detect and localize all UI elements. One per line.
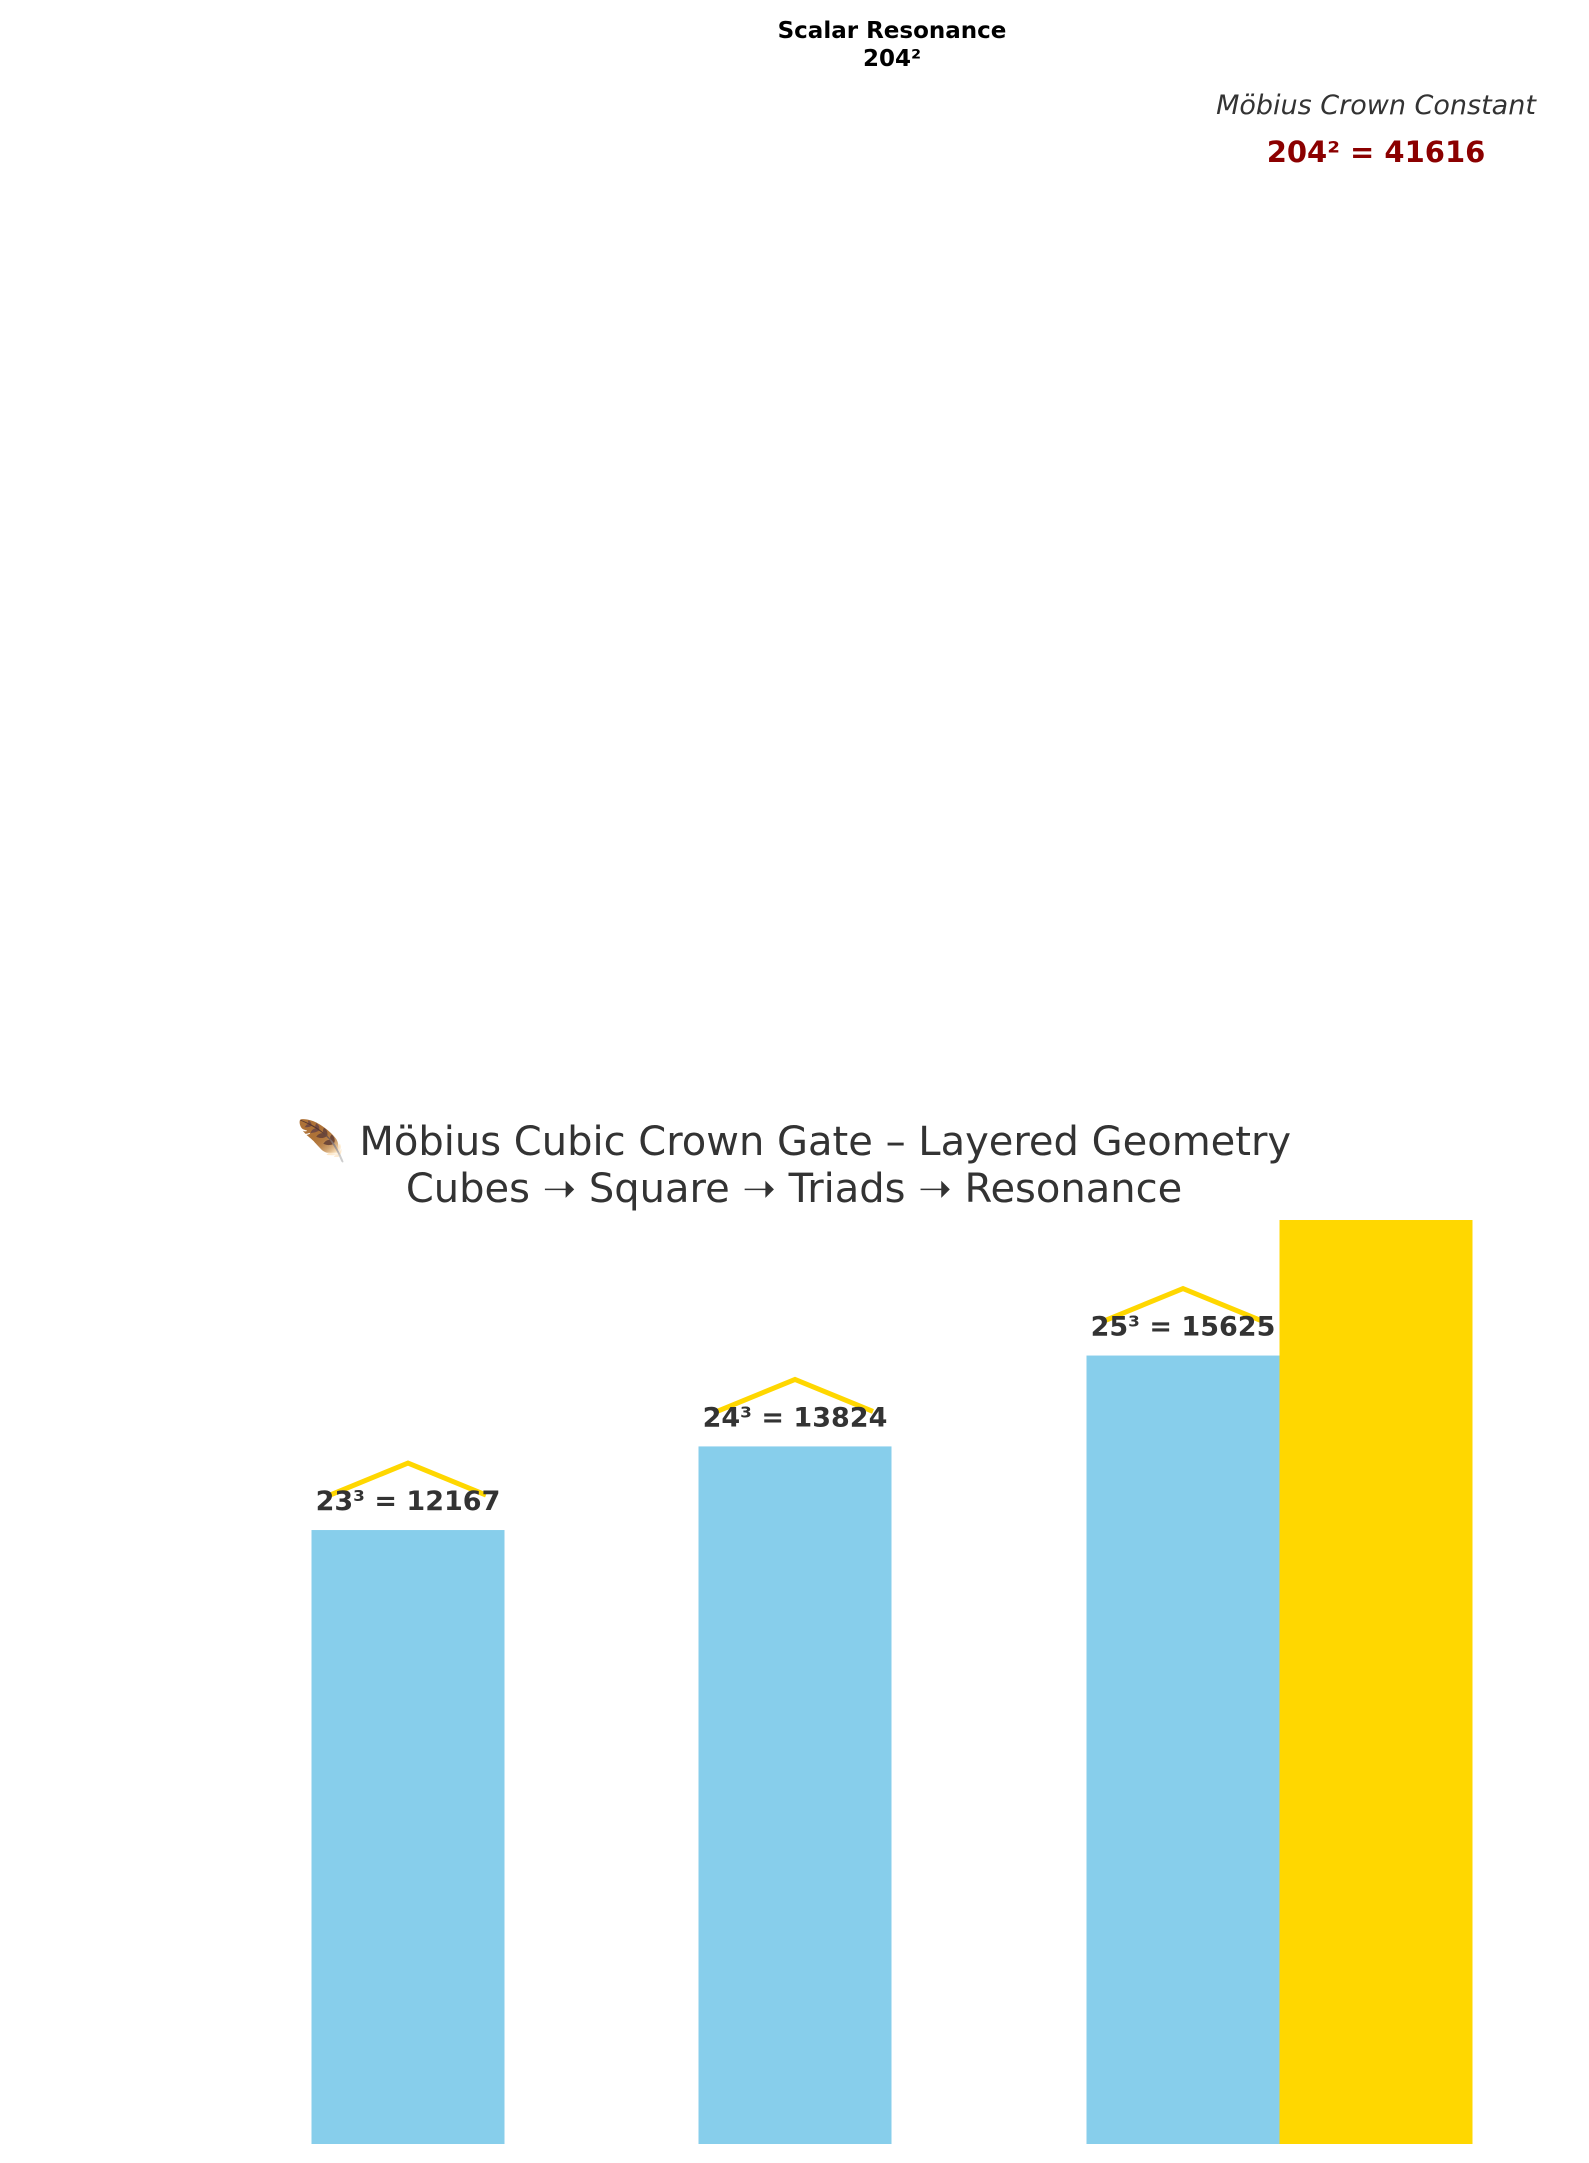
- bar-2: [698, 1446, 892, 2144]
- chart-subtitle: Cubes ➝ Square ➝ Triads ➝ Resonance: [406, 1166, 1182, 1212]
- bar-label-2: 24³ = 13824: [703, 1402, 888, 1433]
- bars-layer: [311, 1220, 1473, 2144]
- bar-4: [1279, 1220, 1473, 2144]
- crowns-layer: [329, 1285, 1262, 1498]
- crown-3: [1104, 1285, 1262, 1323]
- bar-3: [1086, 1355, 1280, 2144]
- annotation-value: 204² = 41616: [1267, 135, 1486, 169]
- annotation-caption: Möbius Crown Constant: [1216, 90, 1537, 121]
- crown-2: [716, 1376, 874, 1414]
- chart-title: 🪶 Möbius Cubic Crown Gate – Layered Geom…: [297, 1117, 1291, 1165]
- crown-1: [329, 1460, 487, 1498]
- bar-label-4: Scalar Resonance 204²: [778, 18, 1007, 72]
- labels-layer: 23³ = 12167 24³ = 13824 25³ = 15625 Scalar …: [316, 18, 1276, 1517]
- bar-label-3: 25³ = 15625: [1091, 1312, 1276, 1343]
- bar-1: [311, 1530, 505, 2144]
- bar-label-1: 23³ = 12167: [316, 1486, 501, 1517]
